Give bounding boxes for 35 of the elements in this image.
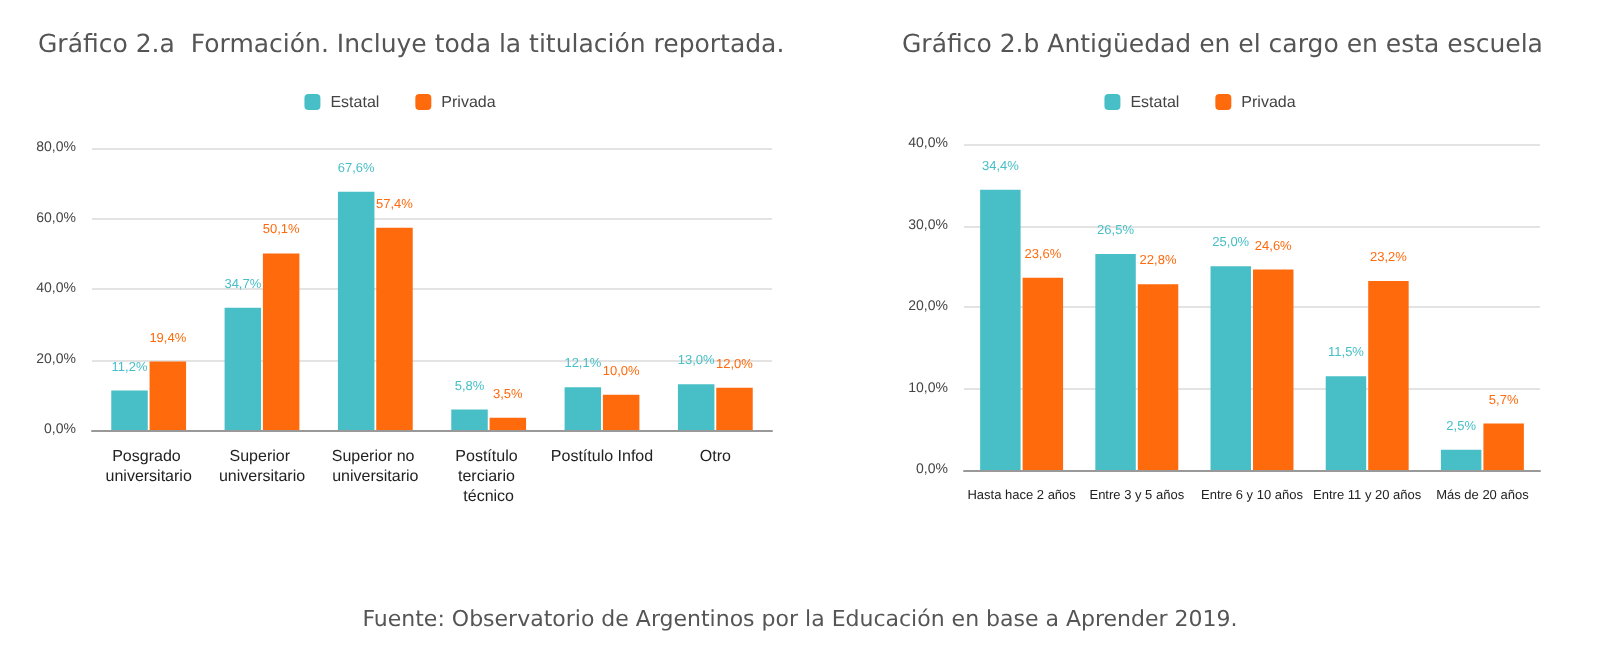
x-tick-label: Superior universitario	[218, 447, 307, 485]
bar	[1440, 449, 1482, 470]
bar	[224, 307, 262, 430]
bar	[1325, 376, 1367, 470]
bar	[602, 394, 640, 430]
x-tick-label: Posgrado universitario	[105, 447, 193, 485]
bar	[1253, 269, 1294, 470]
bar	[980, 189, 1021, 470]
chart-title: Gráfico 2.b Antigüedad en el cargo en esta escuela	[902, 28, 1543, 58]
bar	[337, 191, 375, 430]
legend-label: Estatal	[330, 93, 380, 111]
bar	[262, 253, 300, 430]
bar	[1095, 254, 1136, 470]
legend-label: Estatal	[1130, 93, 1180, 111]
source-note: Fuente: Observatorio de Argentinos por la Educación en base a Aprender 2019.	[360, 606, 1240, 632]
bar	[1210, 266, 1251, 470]
bar	[716, 387, 753, 430]
bar	[451, 409, 488, 430]
bar	[111, 390, 148, 430]
x-tick-label: Postítulo Infod	[550, 447, 654, 465]
chart-title: Gráfico 2.a Formación. Incluye toda la titulación reportada.	[38, 28, 785, 58]
legend-label: Privada	[441, 93, 497, 111]
bar	[1368, 280, 1409, 470]
bar	[489, 417, 527, 430]
bar	[1022, 277, 1064, 470]
x-tick-label: Superior no universitario	[331, 447, 420, 485]
x-tick-label: Postítulo terciario técnico	[455, 447, 523, 505]
bar	[149, 361, 187, 430]
bar	[1483, 423, 1524, 470]
x-tick-label: Otro	[699, 447, 732, 465]
bar	[376, 227, 413, 430]
bar	[677, 384, 715, 430]
bar	[1137, 284, 1179, 470]
legend-label: Privada	[1241, 93, 1297, 111]
bar	[564, 387, 602, 430]
